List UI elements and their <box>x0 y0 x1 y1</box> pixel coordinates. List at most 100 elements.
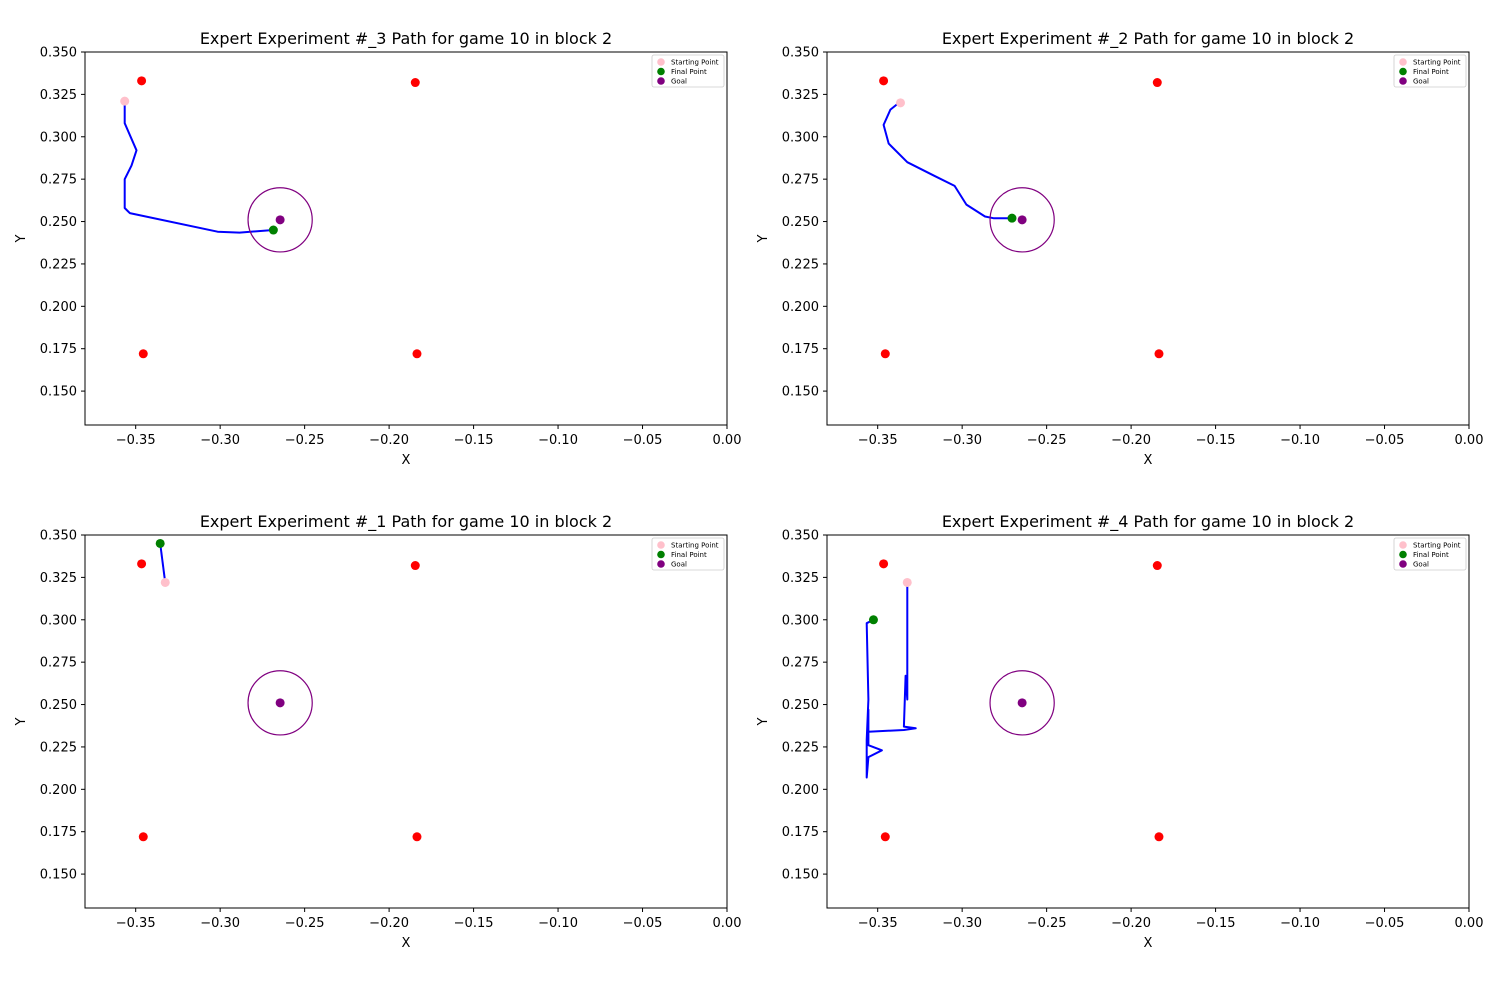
chart-title: Expert Experiment #_3 Path for game 10 i… <box>200 29 612 49</box>
path-line <box>865 582 917 779</box>
x-tick-label: −0.35 <box>116 916 156 931</box>
x-tick-label: −0.15 <box>1196 433 1236 448</box>
legend-entry: Goal <box>671 561 687 569</box>
y-tick-label: 0.300 <box>40 130 77 145</box>
obstacle-point <box>412 349 422 359</box>
legend-entry: Starting Point <box>1413 59 1461 67</box>
y-tick-label: 0.200 <box>40 300 77 315</box>
x-tick-label: −0.05 <box>1365 916 1405 931</box>
path-line <box>882 102 1012 220</box>
goal-point <box>1017 215 1027 225</box>
x-axis-label: X <box>1144 936 1153 951</box>
y-tick-label: 0.225 <box>782 257 819 272</box>
x-tick-label: −0.25 <box>285 916 325 931</box>
y-tick-label: 0.250 <box>782 215 819 230</box>
y-tick-label: 0.200 <box>782 783 819 798</box>
path-line <box>159 543 167 583</box>
x-tick-label: −0.30 <box>200 916 240 931</box>
x-tick-label: −0.35 <box>858 916 898 931</box>
x-tick-label: 0.00 <box>1455 433 1484 448</box>
y-axis-label: Y <box>756 717 771 726</box>
y-tick-label: 0.325 <box>782 88 819 103</box>
x-tick-label: −0.10 <box>538 916 578 931</box>
legend-entry: Goal <box>1413 561 1429 569</box>
obstacle-point <box>879 76 889 86</box>
legend-marker <box>1399 67 1407 76</box>
legend-entry: Final Point <box>1413 551 1449 559</box>
start-point <box>120 96 130 106</box>
legend-entry: Starting Point <box>671 542 719 550</box>
y-axis-label: Y <box>14 717 29 726</box>
y-tick-label: 0.225 <box>40 740 77 755</box>
chart-title: Expert Experiment #_1 Path for game 10 i… <box>200 512 612 532</box>
x-tick-label: −0.20 <box>369 916 409 931</box>
obstacle-point <box>880 349 890 359</box>
axes-frame <box>826 534 1470 909</box>
x-tick-label: −0.35 <box>858 433 898 448</box>
x-tick-label: −0.25 <box>285 433 325 448</box>
y-tick-label: 0.350 <box>782 46 819 61</box>
obstacle-point <box>1154 832 1164 842</box>
legend-marker <box>657 550 665 559</box>
chart-title: Expert Experiment #_2 Path for game 10 i… <box>942 29 1354 49</box>
legend-entry: Final Point <box>1413 68 1449 76</box>
x-tick-label: −0.20 <box>369 433 409 448</box>
goal-point <box>275 215 285 225</box>
y-tick-label: 0.175 <box>40 342 77 357</box>
subplot-4: Expert Experiment #_4 Path for game 10 i… <box>756 512 1483 951</box>
legend-marker <box>1399 550 1407 559</box>
goal-radius-circle <box>989 670 1055 736</box>
x-tick-label: 0.00 <box>1455 916 1484 931</box>
final-point <box>268 225 278 235</box>
legend-box <box>1393 54 1467 88</box>
subplot-1: Expert Experiment #_3 Path for game 10 i… <box>14 29 741 468</box>
y-tick-label: 0.250 <box>40 698 77 713</box>
y-tick-label: 0.250 <box>782 698 819 713</box>
y-tick-label: 0.325 <box>40 571 77 586</box>
x-tick-label: −0.30 <box>200 433 240 448</box>
x-tick-label: −0.05 <box>623 916 663 931</box>
legend-entry: Final Point <box>671 551 707 559</box>
obstacle-point <box>138 349 148 359</box>
final-point <box>868 615 878 625</box>
goal-radius-circle <box>989 187 1055 253</box>
x-tick-label: −0.05 <box>623 433 663 448</box>
legend-marker <box>657 67 665 76</box>
legend-marker <box>1399 560 1407 568</box>
y-tick-label: 0.325 <box>782 571 819 586</box>
goal-point <box>1017 698 1027 708</box>
obstacle-point <box>879 559 889 569</box>
y-tick-label: 0.275 <box>782 173 819 188</box>
legend-entry: Starting Point <box>1413 542 1461 550</box>
obstacle-point <box>138 832 148 842</box>
y-tick-label: 0.300 <box>782 613 819 628</box>
legend-entry: Final Point <box>671 68 707 76</box>
x-tick-label: −0.15 <box>454 916 494 931</box>
y-tick-label: 0.300 <box>782 130 819 145</box>
x-tick-label: −0.05 <box>1365 433 1405 448</box>
x-tick-label: −0.25 <box>1027 433 1067 448</box>
x-tick-label: 0.00 <box>713 916 742 931</box>
obstacle-point <box>1152 561 1162 571</box>
y-axis-label: Y <box>14 234 29 243</box>
goal-radius-circle <box>247 187 313 253</box>
y-tick-label: 0.200 <box>40 783 77 798</box>
y-tick-label: 0.200 <box>782 300 819 315</box>
start-point <box>160 577 170 587</box>
obstacle-point <box>137 559 147 569</box>
y-tick-label: 0.350 <box>40 46 77 61</box>
x-tick-label: −0.15 <box>1196 916 1236 931</box>
obstacle-point <box>410 561 420 571</box>
y-tick-label: 0.250 <box>40 215 77 230</box>
final-point <box>1007 213 1017 223</box>
x-tick-label: −0.30 <box>942 433 982 448</box>
axes-frame <box>84 51 728 426</box>
goal-point <box>275 698 285 708</box>
y-tick-label: 0.275 <box>782 656 819 671</box>
y-tick-label: 0.350 <box>782 529 819 544</box>
